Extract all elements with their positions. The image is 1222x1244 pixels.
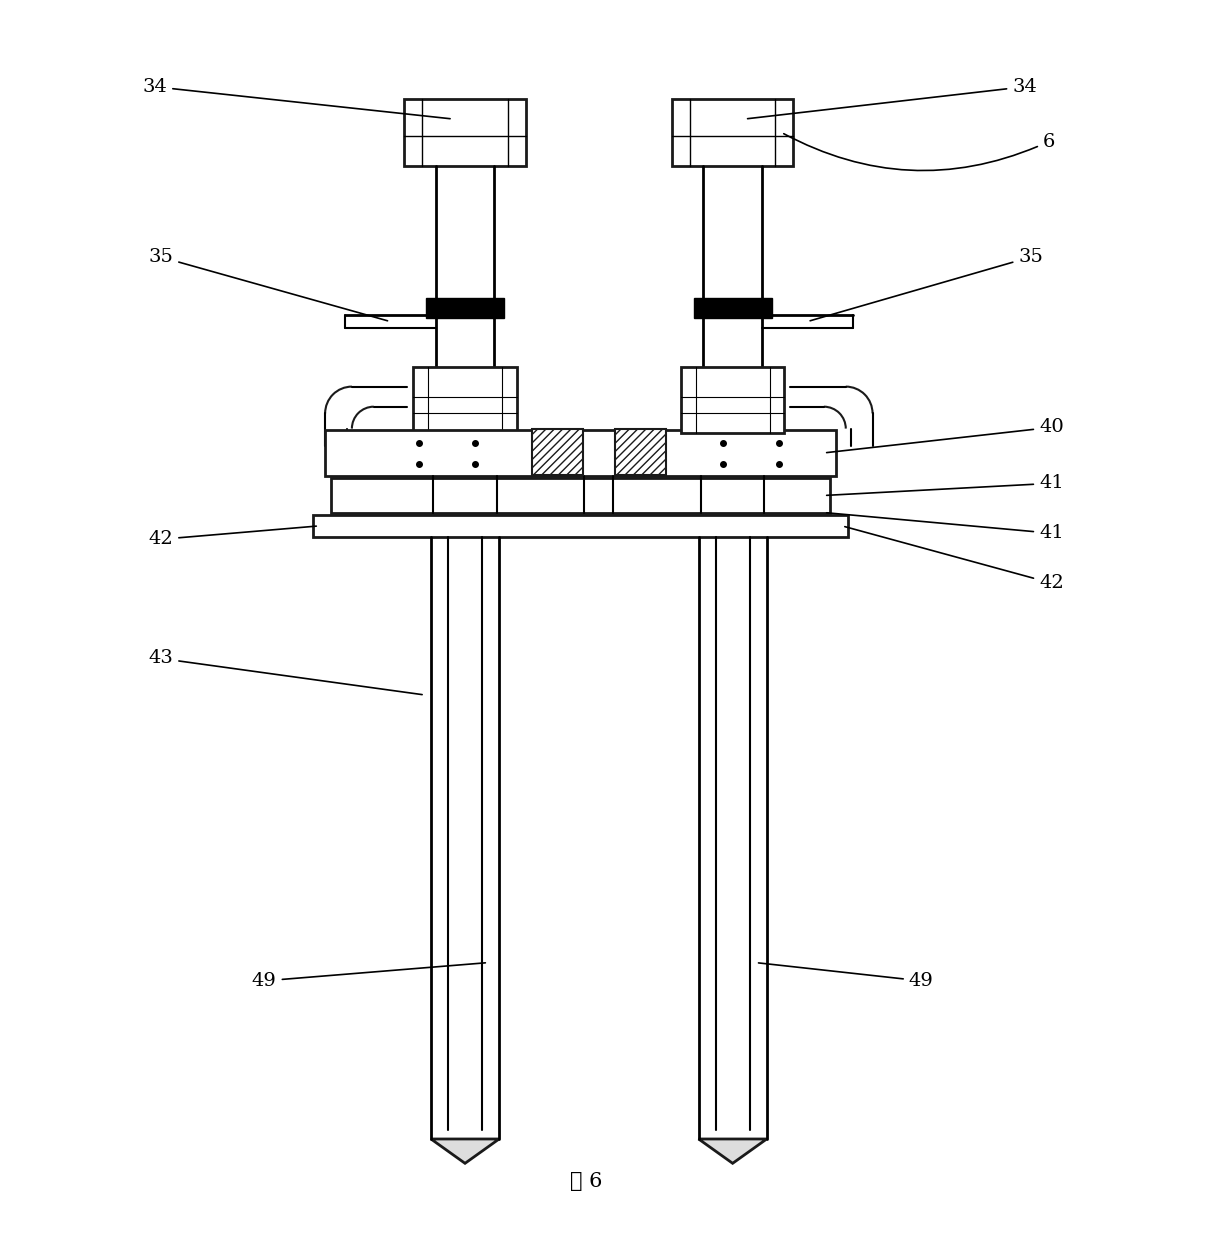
- Bar: [331, 479, 830, 513]
- Text: 34: 34: [143, 78, 450, 118]
- Text: 41: 41: [826, 513, 1063, 542]
- Text: 41: 41: [826, 474, 1063, 495]
- Text: 42: 42: [844, 526, 1063, 592]
- Text: 40: 40: [826, 418, 1063, 453]
- Text: 43: 43: [149, 649, 422, 694]
- Bar: [532, 429, 583, 475]
- Bar: [313, 515, 848, 537]
- Text: 图 6: 图 6: [571, 1172, 602, 1191]
- Text: 34: 34: [748, 78, 1037, 118]
- Bar: [615, 429, 666, 475]
- Text: 49: 49: [759, 963, 934, 990]
- Text: 35: 35: [810, 248, 1044, 321]
- Bar: [694, 299, 771, 318]
- Bar: [413, 367, 517, 433]
- Bar: [325, 429, 836, 476]
- Polygon shape: [431, 1140, 499, 1163]
- Bar: [672, 100, 793, 165]
- Text: 6: 6: [783, 133, 1055, 170]
- Polygon shape: [699, 1140, 766, 1163]
- Bar: [404, 100, 525, 165]
- Bar: [681, 367, 785, 433]
- Text: 49: 49: [252, 963, 485, 990]
- Text: 42: 42: [149, 526, 316, 549]
- Bar: [426, 299, 503, 318]
- Text: 35: 35: [149, 248, 387, 321]
